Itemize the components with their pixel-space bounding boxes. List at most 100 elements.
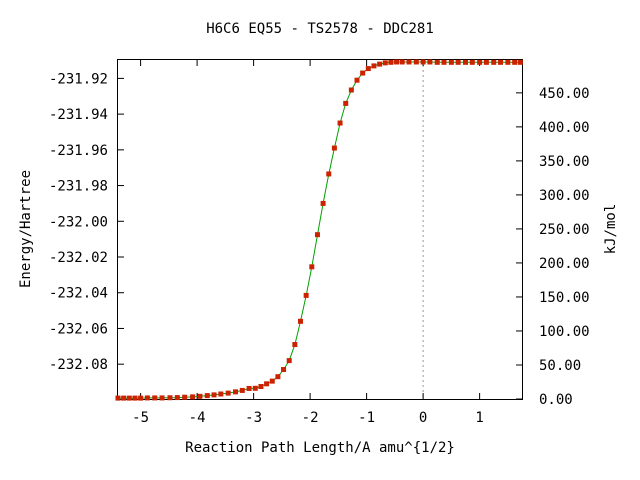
y-tick-label: -232.08 [49, 357, 108, 373]
data-point [477, 59, 483, 65]
data-point [360, 70, 366, 76]
data-point [388, 59, 394, 65]
data-point [138, 395, 144, 401]
data-point [406, 59, 412, 65]
data-point [483, 59, 489, 65]
series-line [118, 61, 521, 399]
y-axis-right: 0.00 50.00 100.00 150.00 200.00 250.00 300.00 3… [516, 86, 590, 408]
data-point [126, 395, 132, 401]
series-energy [115, 59, 523, 401]
data-point [448, 59, 454, 65]
data-point [258, 383, 264, 389]
data-point [132, 395, 138, 401]
data-point [326, 171, 332, 177]
y2-axis-label: kJ/mol [603, 204, 619, 255]
y2-tick-label: 100.00 [539, 324, 590, 340]
data-point [252, 385, 258, 391]
data-point [182, 394, 188, 400]
data-point [269, 378, 275, 384]
data-point [455, 59, 461, 65]
y-tick-label: -231.96 [49, 143, 108, 159]
y2-tick-label: 250.00 [539, 222, 590, 238]
data-point [314, 232, 320, 238]
x-tick-label: 0 [419, 410, 427, 426]
y2-tick-label: 300.00 [539, 188, 590, 204]
data-point [190, 394, 196, 400]
x-tick-label: -1 [358, 410, 375, 426]
data-point [505, 59, 511, 65]
data-point [239, 387, 245, 393]
x-tick-label: 1 [475, 410, 483, 426]
data-point [420, 59, 426, 65]
y-axis-label: Energy/Hartree [18, 170, 34, 288]
y2-tick-label: 450.00 [539, 86, 590, 102]
data-point [211, 392, 217, 398]
y2-tick-label: 400.00 [539, 120, 590, 136]
data-point [365, 66, 371, 72]
data-point [233, 389, 239, 395]
y-axis-left: -231.92 -231.94 -231.96 -231.98 -232.00 -232.… [49, 71, 124, 373]
data-point [382, 60, 388, 66]
data-point [275, 374, 281, 380]
data-point [197, 393, 203, 399]
y2-tick-label: 350.00 [539, 154, 590, 170]
data-point [348, 87, 354, 93]
data-point [343, 100, 349, 106]
x-axis: -5 -4 -3 -2 -1 0 1 [132, 60, 484, 426]
data-point [427, 59, 433, 65]
x-tick-label: -3 [245, 410, 262, 426]
data-point [371, 63, 377, 69]
data-point [354, 77, 360, 83]
x-tick-label: -2 [302, 410, 319, 426]
y-tick-label: -232.06 [49, 321, 108, 337]
plot-frame [117, 59, 523, 400]
y2-tick-label: 0.00 [539, 392, 573, 408]
data-point [413, 59, 419, 65]
data-point [174, 395, 180, 401]
data-point [286, 358, 292, 364]
data-point [394, 59, 400, 65]
data-point [512, 59, 518, 65]
y-tick-label: -231.94 [49, 107, 108, 123]
y-tick-label: -231.92 [49, 71, 108, 87]
data-point [377, 61, 383, 67]
data-point [281, 367, 287, 373]
data-point [159, 395, 165, 401]
data-point [491, 59, 497, 65]
data-point [218, 391, 224, 397]
y-tick-label: -232.04 [49, 286, 108, 302]
data-point [498, 59, 504, 65]
y2-tick-label: 50.00 [539, 358, 581, 374]
y2-tick-label: 150.00 [539, 290, 590, 306]
data-point [462, 59, 468, 65]
data-point [331, 145, 337, 151]
data-point [441, 59, 447, 65]
data-point [298, 318, 304, 324]
data-point [144, 395, 150, 401]
data-point [225, 390, 231, 396]
data-point [152, 395, 158, 401]
x-tick-label: -5 [132, 410, 149, 426]
x-tick-label: -4 [189, 410, 206, 426]
data-point [469, 59, 475, 65]
data-point [292, 342, 298, 348]
data-point [399, 59, 405, 65]
data-point [303, 292, 309, 298]
y-tick-label: -231.98 [49, 179, 108, 195]
data-point [115, 395, 121, 401]
data-point [517, 59, 523, 65]
data-point [204, 393, 210, 399]
data-point [434, 59, 440, 65]
y2-tick-label: 200.00 [539, 256, 590, 272]
data-point [337, 120, 343, 126]
data-point [246, 385, 252, 391]
x-axis-label: Reaction Path Length/A amu^{1/2} [185, 440, 455, 456]
data-point [264, 381, 270, 387]
data-point [320, 200, 326, 206]
y-tick-label: -232.02 [49, 250, 108, 266]
data-point [121, 395, 127, 401]
chart-title: H6C6 EQ55 - TS2578 - DDC281 [206, 21, 434, 37]
data-point [167, 395, 173, 401]
y-tick-label: -232.00 [49, 214, 108, 230]
